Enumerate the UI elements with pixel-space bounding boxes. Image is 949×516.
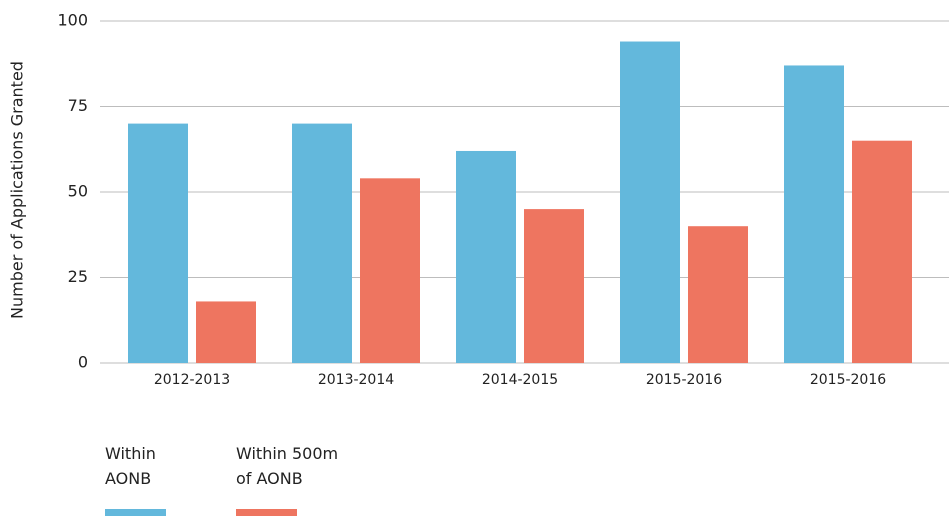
bar xyxy=(688,226,748,363)
y-axis-title: Number of Applications Granted xyxy=(8,61,27,319)
bar xyxy=(292,123,352,363)
x-tick-label: 2012-2013 xyxy=(154,372,230,388)
bar xyxy=(196,301,256,363)
bar xyxy=(456,150,516,363)
legend-label: Within 500m of AONB xyxy=(236,444,339,488)
x-tick-label: 2015-2016 xyxy=(646,372,722,388)
x-tick-label: 2013-2014 xyxy=(318,372,394,388)
bar xyxy=(852,140,912,363)
legend-swatch xyxy=(236,509,297,516)
x-tick-label: 2015-2016 xyxy=(810,372,886,388)
bar xyxy=(620,41,680,364)
legend-item: Within AONB xyxy=(105,430,166,516)
legend-label: Within AONB xyxy=(105,444,156,488)
legend-swatch xyxy=(105,509,166,516)
chart: Number of Applications Granted 0 25 50 75 10… xyxy=(8,11,949,388)
y-tick-label: 50 xyxy=(68,182,88,201)
bar xyxy=(784,65,844,364)
y-tick-label: 25 xyxy=(68,267,88,286)
y-tick-label: 100 xyxy=(57,11,88,30)
bar xyxy=(524,209,584,363)
bar xyxy=(360,178,420,363)
x-tick-label: 2014-2015 xyxy=(482,372,558,388)
y-tick-label: 75 xyxy=(68,96,88,115)
y-tick-label: 0 xyxy=(78,353,88,372)
bar xyxy=(128,123,188,363)
legend-item: Within 500m of AONB xyxy=(236,430,338,516)
legend: Within AONB Within 500m of AONB xyxy=(105,430,338,516)
